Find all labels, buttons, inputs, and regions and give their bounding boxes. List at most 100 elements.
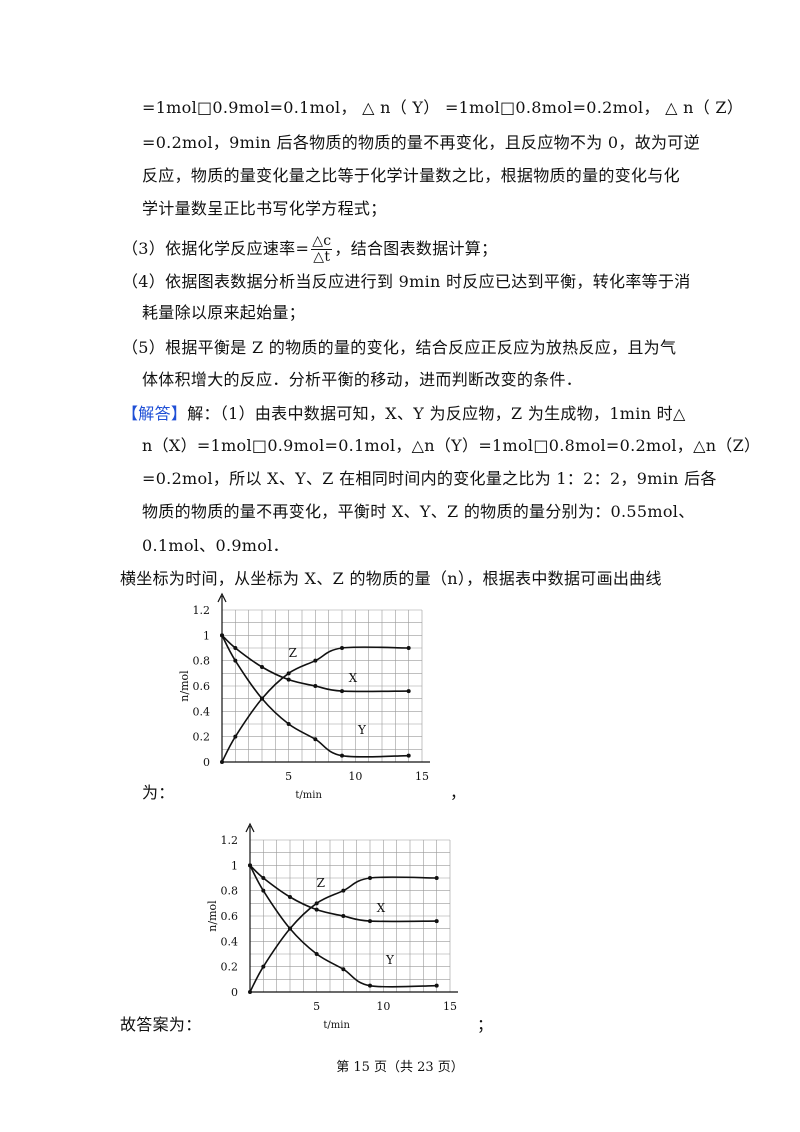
data-point-x — [368, 919, 372, 924]
data-point-y — [314, 952, 319, 956]
data-point-y — [341, 967, 346, 972]
data-point-z — [220, 760, 224, 764]
data-point-x — [314, 907, 319, 912]
y-tick-label: 0.4 — [221, 935, 239, 948]
chart-group: 0 0.2 0.4 0.6 0.8 1 1.2 5 10 15 t/min n/mol Z X Y — [178, 592, 430, 801]
data-point-z — [341, 888, 346, 893]
data-point-y — [261, 888, 266, 893]
punctuation-comma: ， — [450, 783, 467, 802]
series-label-z: Z — [317, 876, 325, 890]
y-tick-label: 0.2 — [193, 731, 211, 744]
paragraph-line: 耗量除以原来起始量； — [142, 303, 306, 322]
x-tick-label: 15 — [415, 770, 429, 783]
y-tick-label: 0 — [231, 986, 238, 999]
fraction-denominator: △t — [313, 249, 331, 265]
data-point-z — [248, 990, 252, 994]
data-point-x — [313, 684, 318, 688]
data-point-z — [286, 671, 291, 676]
x-tick-label: 10 — [348, 770, 362, 783]
series-label-x: X — [349, 671, 358, 685]
x-tick-label: 15 — [443, 1000, 457, 1013]
paragraph-line: =1mol□0.9mol=0.1mol， △ n（ Y） =1mol□0.8mo… — [142, 98, 744, 117]
paragraph-line: 横坐标为时间，从坐标为 X、Z 的物质的量（n），根据表中数据可画出曲线 — [120, 569, 662, 588]
data-point-z — [261, 964, 266, 969]
y-tick-label: 0.8 — [221, 885, 239, 898]
paragraph-line: 物质的物质的量不再变化，平衡时 X、Y、Z 的物质的量分别为：0.55mol、 — [142, 502, 695, 521]
y-axis-arrow — [217, 592, 227, 603]
series-label-y: Y — [357, 723, 367, 737]
paragraph-line: 学计量数呈正比书写化学方程式； — [142, 199, 387, 218]
y-tick-label: 0 — [203, 756, 210, 769]
chart-group: 0 0.2 0.4 0.6 0.8 1 1.2 5 10 15 t/min n/mol Z X Y — [206, 822, 458, 1031]
data-point-z — [368, 876, 372, 880]
data-point-x — [286, 677, 291, 682]
paragraph-line: 反应，物质的量变化量之比等于化学计量数之比，根据物质的量的变化与化 — [142, 166, 680, 185]
data-point-z — [434, 876, 439, 880]
data-point-z — [340, 646, 344, 650]
y-tick-label: 0.6 — [193, 680, 211, 693]
y-tick-label: 0.4 — [193, 705, 211, 718]
data-point-x — [434, 919, 439, 924]
x-tick-label: 10 — [376, 1000, 390, 1013]
punctuation-semicolon: ； — [477, 1015, 494, 1034]
data-point-y — [340, 753, 344, 758]
data-point-z — [406, 646, 411, 650]
line-chart-2: 0 0.2 0.4 0.6 0.8 1 1.2 5 10 15 t/min n/mol Z X Y — [206, 822, 458, 1031]
data-point-y — [288, 926, 292, 931]
y-tick-label: 1 — [203, 629, 210, 642]
data-point-x — [261, 876, 266, 880]
data-point-y — [286, 722, 291, 726]
y-axis-label: n/mol — [206, 900, 219, 932]
data-point-y — [220, 633, 224, 638]
paragraph-line: n（X）=1mol□0.9mol=0.1mol，△n（Y）=1mol□0.8mo… — [142, 436, 761, 455]
x-tick-label: 5 — [285, 770, 292, 783]
rate-text-prefix: （3）依据化学反应速率= — [122, 239, 310, 258]
data-point-y — [260, 696, 264, 701]
data-point-y — [434, 983, 439, 988]
y-tick-label: 0.8 — [193, 655, 211, 668]
paragraph-line: =0.2mol，所以 X、Y、Z 在相同时间内的变化量之比为 1：2：2，9mi… — [142, 469, 717, 488]
data-point-z — [233, 734, 238, 739]
paragraph-line-rate-formula: （3）依据化学反应速率= △c △t ，结合图表数据计算； — [122, 234, 497, 265]
paragraph-line: （5）根据平衡是 Z 的物质的量的变化，结合反应正反应为放热反应，且为气 — [122, 338, 677, 357]
y-tick-label: 1 — [231, 859, 238, 872]
data-point-x — [233, 646, 238, 650]
data-point-y — [233, 658, 238, 663]
page-footer: 第 15 页（共 23 页） — [336, 1060, 464, 1075]
data-point-x — [288, 895, 292, 899]
x-tick-label: 5 — [313, 1000, 320, 1013]
data-point-z — [313, 658, 318, 663]
data-point-y — [313, 737, 318, 742]
data-point-y — [368, 983, 372, 988]
series-label-x: X — [377, 901, 386, 915]
series-label-z: Z — [289, 646, 297, 660]
y-tick-label: 1.2 — [193, 604, 211, 617]
x-axis-label: t/min — [323, 1020, 350, 1031]
data-point-x — [340, 689, 344, 694]
paragraph-line: =0.2mol，9min 后各物质的物质的量不再变化，且反应物不为 0，故为可逆 — [142, 133, 700, 152]
y-axis-arrow — [245, 822, 255, 833]
data-point-x — [406, 689, 411, 694]
answer-text: 解：（1）由表中数据可知，X、Y 为反应物，Z 为生成物，1min 时△ — [187, 404, 686, 423]
line-chart-1: 0 0.2 0.4 0.6 0.8 1 1.2 5 10 15 t/min n/mol Z X Y — [178, 592, 430, 801]
y-tick-label: 1.2 — [221, 834, 239, 847]
y-tick-label: 0.2 — [221, 961, 239, 974]
answer-tag: 【解答】 — [122, 404, 188, 423]
series-label-y: Y — [385, 953, 395, 967]
answer-heading-line: 【解答】解：（1）由表中数据可知，X、Y 为反应物，Z 为生成物，1min 时△ — [122, 403, 686, 425]
data-point-x — [341, 914, 346, 918]
y-tick-label: 0.6 — [221, 910, 239, 923]
paragraph-line: 0.1mol、0.9mol． — [142, 536, 289, 555]
data-point-y — [248, 863, 252, 868]
data-point-x — [260, 665, 264, 669]
label-answer: 故答案为： — [120, 1015, 202, 1034]
fraction: △c △t — [311, 233, 333, 265]
label-wei: 为： — [142, 783, 175, 802]
y-axis-label: n/mol — [178, 670, 191, 702]
rate-text-suffix: ，结合图表数据计算； — [334, 239, 498, 258]
data-point-y — [406, 753, 411, 758]
x-axis-label: t/min — [295, 790, 322, 801]
paragraph-line: 体体积增大的反应．分析平衡的移动，进而判断改变的条件． — [142, 370, 583, 389]
fraction-numerator: △c — [311, 233, 333, 250]
data-point-z — [314, 901, 319, 906]
